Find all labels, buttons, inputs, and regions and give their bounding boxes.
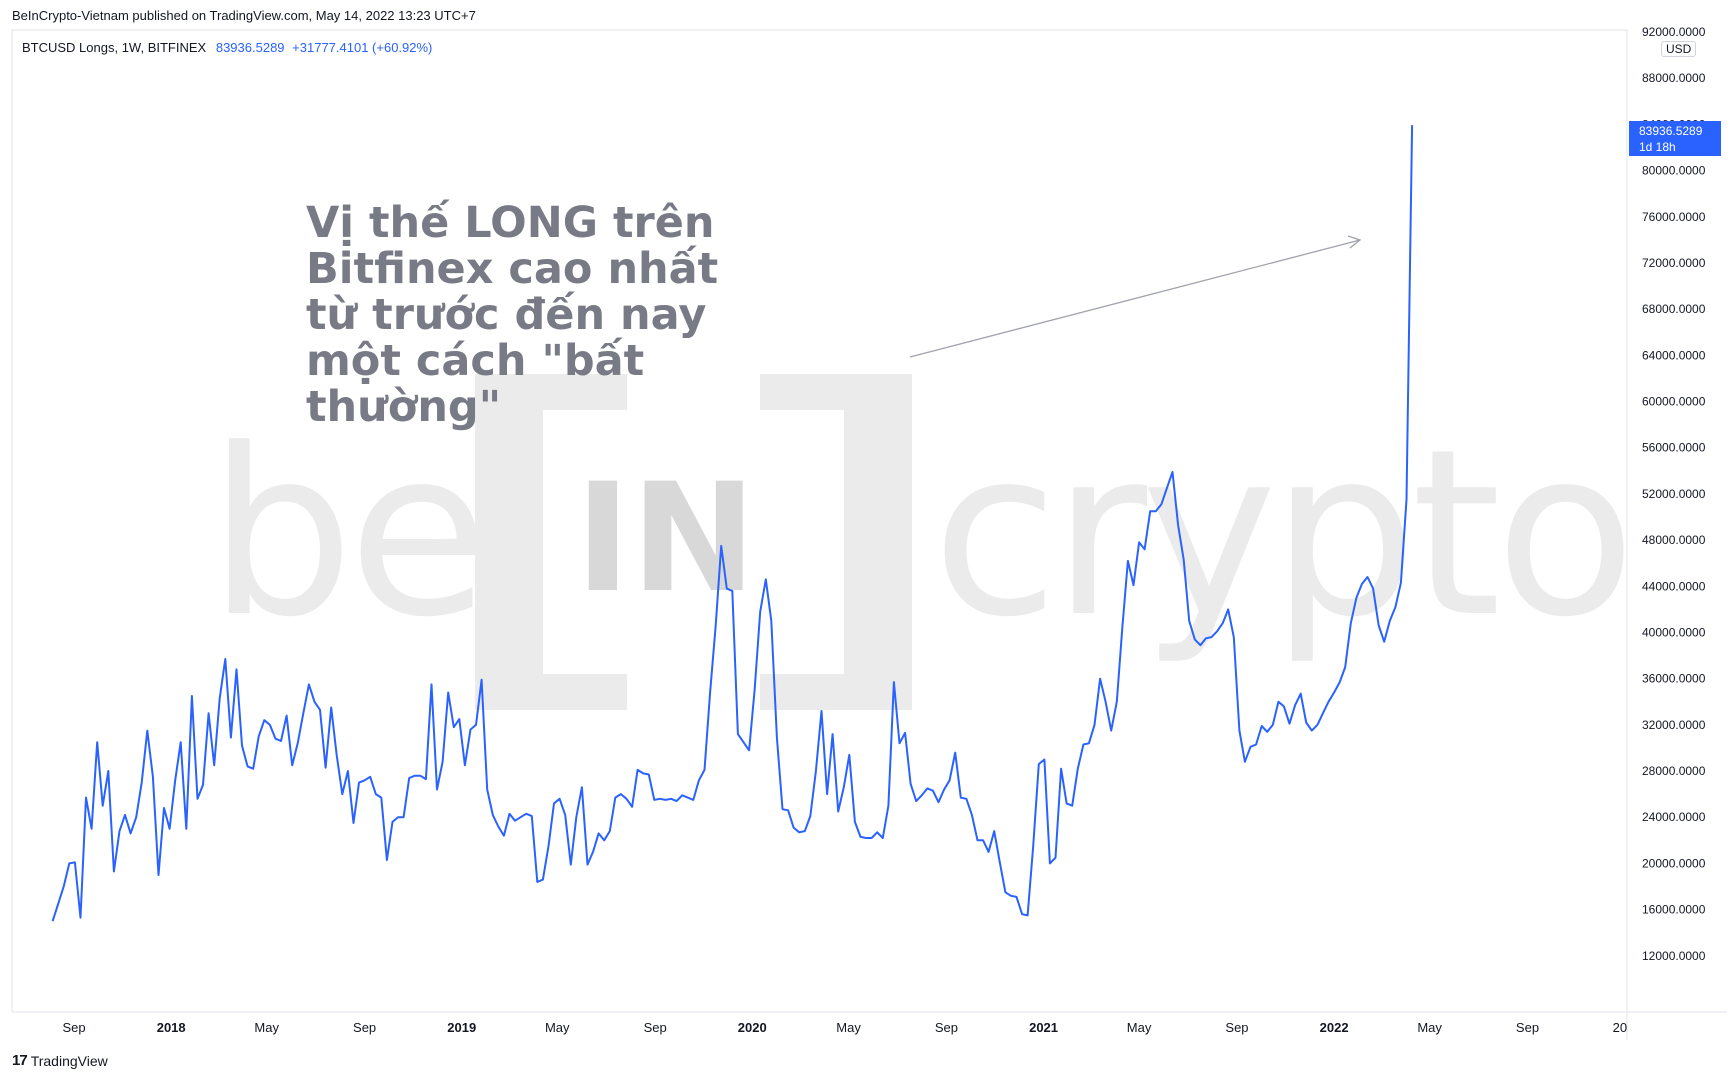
y-tick-label: 60000.0000 (1642, 395, 1706, 409)
watermark-in: IN (575, 452, 756, 626)
y-tick-label: 28000.0000 (1642, 764, 1706, 778)
x-tick-label: 2018 (157, 1020, 186, 1035)
x-tick-label: 2022 (1320, 1020, 1349, 1035)
y-tick-label: 80000.0000 (1642, 164, 1706, 178)
watermark-be: be (208, 401, 489, 668)
x-tick-label: 2019 (447, 1020, 476, 1035)
currency-label[interactable]: USD (1661, 41, 1697, 57)
legend-change: +31777.4101 (+60.92%) (292, 40, 433, 55)
longs-line (51, 125, 1414, 922)
y-tick-label: 92000.0000 (1642, 25, 1706, 39)
x-tick-label: May (254, 1020, 279, 1035)
watermark-bracket-logo: IN (475, 374, 912, 710)
last-price-value: 83936.5289 (1639, 124, 1703, 138)
tradingview-logo-icon: 17 (12, 1052, 28, 1069)
legend-symbol: BTCUSD Longs, 1W, BITFINEX (22, 40, 207, 55)
watermark-crypto: crypto (932, 401, 1636, 668)
y-tick-label: 44000.0000 (1642, 579, 1706, 593)
x-tick-label: 2021 (1029, 1020, 1058, 1035)
y-tick-label: 24000.0000 (1642, 810, 1706, 824)
bar-countdown: 1d 18h (1639, 140, 1676, 154)
x-tick-label: Sep (63, 1020, 86, 1035)
y-tick-label: 56000.0000 (1642, 441, 1706, 455)
y-tick-label: 76000.0000 (1642, 210, 1706, 224)
publisher-info: BeInCrypto-Vietnam published on TradingV… (12, 8, 476, 23)
y-tick-label: 32000.0000 (1642, 718, 1706, 732)
y-tick-label: 12000.0000 (1642, 949, 1706, 963)
annotation-text: Vị thế LONG trên Bitfinex cao nhất từ tr… (306, 198, 719, 432)
x-tick-label: May (1127, 1020, 1152, 1035)
annotation-arrow-head (1347, 235, 1362, 249)
x-tick-label: Sep (1516, 1020, 1539, 1035)
y-tick-label: 68000.0000 (1642, 302, 1706, 316)
legend-last-value: 83936.5289 (215, 40, 285, 55)
y-tick-label: 48000.0000 (1642, 533, 1706, 547)
x-tick-label: May (1417, 1020, 1442, 1035)
y-tick-label: 36000.0000 (1642, 672, 1706, 686)
time-axis[interactable]: Sep 2018 May Sep 2019 May Sep 2020 May Sep 2021 May… (63, 1020, 1628, 1035)
y-tick-label: 72000.0000 (1642, 256, 1706, 270)
y-tick-label: 64000.0000 (1642, 348, 1706, 362)
x-tick-label: Sep (935, 1020, 958, 1035)
annotation-arrow (909, 239, 1361, 358)
x-tick-label: Sep (644, 1020, 667, 1035)
x-tick-label: May (545, 1020, 570, 1035)
tradingview-brand: TradingView (30, 1052, 108, 1069)
x-tick-label: May (836, 1020, 861, 1035)
x-tick-label: 2020 (738, 1020, 767, 1035)
price-axis[interactable]: 12000.0000 16000.0000 20000.0000 24000.0000… (1642, 25, 1706, 963)
y-tick-label: 88000.0000 (1642, 71, 1706, 85)
series-legend[interactable]: BTCUSD Longs, 1W, BITFINEX 83936.5289 +3… (22, 40, 432, 55)
tradingview-footer[interactable]: 17 TradingView (12, 1052, 108, 1069)
y-tick-label: 16000.0000 (1642, 903, 1706, 917)
y-tick-label: 40000.0000 (1642, 625, 1706, 639)
y-tick-label: 52000.0000 (1642, 487, 1706, 501)
last-price-badge: 83936.5289 1d 18h (1629, 121, 1721, 156)
x-tick-label: Sep (353, 1020, 376, 1035)
x-tick-label: Sep (1225, 1020, 1248, 1035)
y-tick-label: 20000.0000 (1642, 856, 1706, 870)
x-tick-label: 20 (1613, 1020, 1627, 1035)
